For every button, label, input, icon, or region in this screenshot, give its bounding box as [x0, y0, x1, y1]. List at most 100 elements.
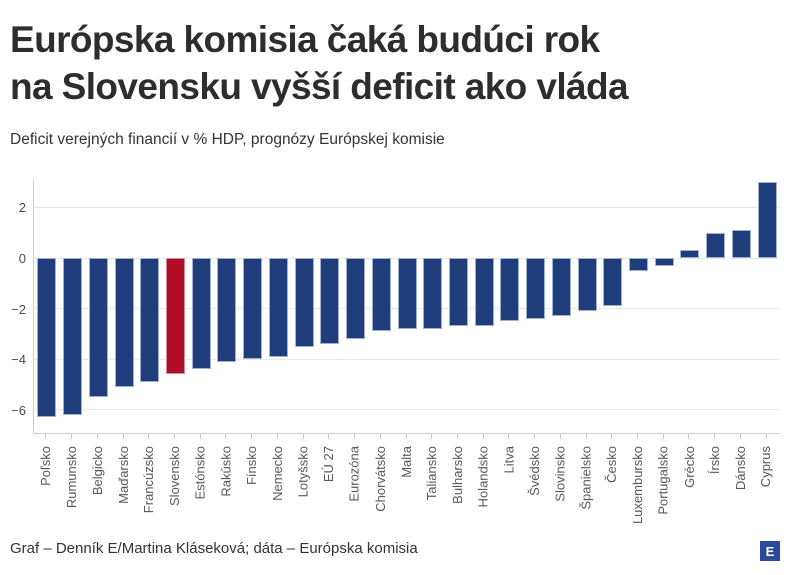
x-label: Lotyšsko [295, 446, 311, 498]
x-tick [379, 434, 381, 439]
bar-belgicko[interactable] [88, 258, 108, 398]
x-tick [534, 434, 536, 439]
bar-švédsko[interactable] [526, 258, 546, 319]
bar-lotyšsko[interactable] [294, 258, 314, 347]
x-label: Slovinsko [552, 446, 568, 502]
bar-poľsko[interactable] [37, 258, 57, 418]
y-tick-label: −6 [11, 402, 26, 418]
x-label: Česko [604, 446, 620, 483]
plot-area [33, 180, 780, 434]
y-tick-label: 2 [18, 200, 26, 216]
bar-cyprus[interactable] [757, 182, 777, 258]
x-tick [431, 434, 433, 439]
y-tick-label: −4 [11, 352, 26, 368]
y-tick-label: 0 [18, 251, 26, 266]
x-tick [122, 434, 124, 439]
bar-litva[interactable] [500, 258, 520, 322]
x-label: Španielsko [578, 446, 594, 510]
x-label: Grécko [681, 446, 697, 488]
x-label: Estónsko [192, 446, 208, 500]
x-label: Malta [398, 446, 414, 478]
x-label: Litva [501, 446, 517, 474]
x-label: Cyprus [758, 446, 774, 488]
x-label: Eurozóna [347, 446, 363, 502]
x-label: Írsko [707, 446, 723, 475]
x-label: Luxembursko [630, 446, 646, 525]
x-tick [148, 434, 150, 439]
x-label: Rumunsko [64, 446, 80, 509]
chart-subtitle: Deficit verejných financií v % HDP, prog… [10, 131, 445, 148]
bar-fínsko[interactable] [243, 258, 263, 360]
x-label: Nemecko [269, 446, 285, 501]
x-tick [456, 434, 458, 439]
x-label: Taliansko [424, 446, 440, 501]
y-tick-label: −2 [11, 301, 26, 317]
bar-írsko[interactable] [706, 232, 726, 258]
x-label: Bulharsko [449, 446, 465, 504]
bar-nemecko[interactable] [268, 258, 288, 357]
x-tick [611, 434, 613, 439]
x-tick [714, 434, 716, 439]
bar-portugalsko[interactable] [654, 258, 674, 266]
bar-česko[interactable] [603, 258, 623, 307]
x-label: Chorvátsko [372, 446, 388, 512]
x-tick [199, 434, 201, 439]
bar-bulharsko[interactable] [448, 258, 468, 327]
x-label: EÚ 27 [321, 446, 337, 483]
x-tick [71, 434, 73, 439]
x-label: Maďarsko [115, 446, 131, 504]
bar-eú-27[interactable] [320, 258, 340, 345]
bar-estónsko[interactable] [191, 258, 211, 370]
credit-line: Graf – Denník E/Martina Kláseková; dáta … [10, 540, 418, 557]
x-tick [405, 434, 407, 439]
bar-francúzsko[interactable] [140, 258, 160, 382]
gridline [34, 206, 780, 208]
bar-chorvátsko[interactable] [371, 258, 391, 332]
x-label: Fínsko [244, 446, 260, 486]
x-tick [173, 434, 175, 439]
bar-dánsko[interactable] [731, 230, 751, 258]
y-axis: 2 0 −2 −4 −6 [0, 180, 26, 433]
x-tick [637, 434, 639, 439]
x-tick [765, 434, 767, 439]
title-line-2: na Slovensku vyšší deficit ako vláda [10, 66, 629, 107]
x-tick [354, 434, 356, 439]
x-tick [251, 434, 253, 439]
bar-grécko[interactable] [680, 250, 700, 258]
bar-eurozóna[interactable] [346, 258, 366, 339]
x-tick [662, 434, 664, 439]
x-label: Francúzsko [141, 446, 157, 514]
x-label: Rakúsko [218, 446, 234, 497]
x-axis: Poľsko Rumunsko Belgicko Maďarsko Francúzsko… [33, 434, 779, 572]
bar-holandsko[interactable] [474, 258, 494, 327]
bar-slovensko[interactable] [165, 258, 185, 375]
x-tick [276, 434, 278, 439]
bar-slovinsko[interactable] [551, 258, 571, 317]
bar-rumunsko[interactable] [63, 258, 83, 415]
x-tick [96, 434, 98, 439]
x-label: Holandsko [475, 446, 491, 508]
bar-španielsko[interactable] [577, 258, 597, 312]
x-tick [508, 434, 510, 439]
x-label: Švédsko [527, 446, 543, 496]
bar-maďarsko[interactable] [114, 258, 134, 388]
x-tick [559, 434, 561, 439]
bar-rakúsko[interactable] [217, 258, 237, 362]
x-tick [585, 434, 587, 439]
x-tick [482, 434, 484, 439]
bar-malta[interactable] [397, 258, 417, 329]
dennik-e-logo: E [760, 541, 780, 561]
x-tick [225, 434, 227, 439]
x-label: Dánsko [732, 446, 748, 491]
x-tick [302, 434, 304, 439]
bar-luxembursko[interactable] [629, 258, 649, 271]
title-line-1: Európska komisia čaká budúci rok [10, 19, 600, 60]
page-title: Európska komisia čaká budúci rok na Slov… [10, 16, 629, 110]
x-tick [688, 434, 690, 439]
x-label: Slovensko [166, 446, 182, 506]
x-tick [739, 434, 741, 439]
logo-letter: E [765, 543, 775, 559]
bar-taliansko[interactable] [423, 258, 443, 329]
gridline [34, 358, 780, 360]
gridline [34, 409, 780, 411]
